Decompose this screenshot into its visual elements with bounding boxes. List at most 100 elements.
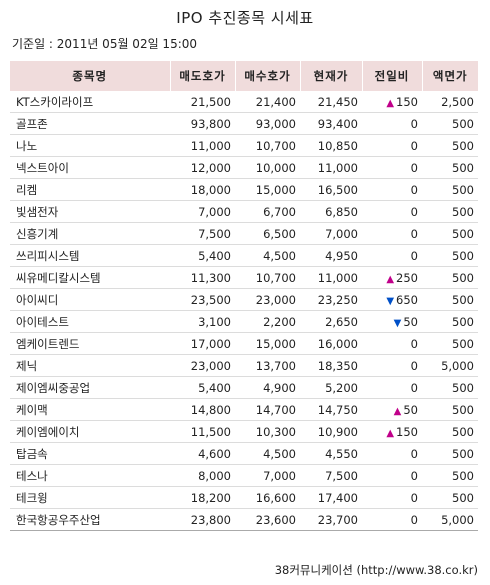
buy-price-cell: 10,700 [235,266,300,289]
buy-price-cell: 10,700 [235,134,300,157]
up-triangle-icon: ▲ [393,405,402,417]
par-value: 500 [452,160,474,175]
sell-price: 17,000 [190,336,231,351]
stock-name-cell: 씨유메디칼시스템 [10,266,170,289]
buy-price-cell: 10,300 [235,420,300,443]
sell-price: 4,600 [198,446,231,461]
par-value: 500 [452,424,474,439]
table-row: 탑금속 4,600 4,500 4,550 0 500 [10,442,478,465]
par-value-cell: 500 [422,266,478,289]
current-price: 10,850 [317,138,358,153]
sell-price-cell: 18,000 [170,178,235,201]
buy-price-cell: 23,600 [235,508,300,531]
buy-price-cell: 93,000 [235,112,300,135]
sell-price-cell: 7,500 [170,222,235,245]
buy-price-cell: 4,500 [235,442,300,465]
change-value: 250 [396,270,418,285]
sell-price-cell: 23,800 [170,508,235,531]
par-value: 2,500 [441,94,474,109]
sell-price: 23,500 [190,292,231,307]
par-value: 5,000 [441,512,474,527]
buy-price: 4,900 [263,380,296,395]
par-value: 500 [452,248,474,263]
buy-price: 93,000 [255,116,296,131]
change-value-cell: 0 [362,244,422,267]
buy-price: 2,200 [263,314,296,329]
table-row: 신흥기계 7,500 6,500 7,000 0 500 [10,222,478,245]
par-value: 500 [452,314,474,329]
stock-name-cell: 테크윙 [10,486,170,509]
sell-price: 23,000 [190,358,231,373]
current-price: 11,000 [317,270,358,285]
current-price-cell: 23,250 [300,288,362,311]
buy-price: 10,700 [255,138,296,153]
change-value: 0 [410,204,418,219]
table-row: 테크윙 18,200 16,600 17,400 0 500 [10,486,478,509]
stock-name: 테스나 [16,468,48,483]
change-value-cell: 0 [362,134,422,157]
header-change: 전일비 [362,61,423,91]
current-price: 4,550 [325,446,358,461]
stock-name: 제이엠씨중공업 [16,380,91,395]
sell-price-cell: 17,000 [170,332,235,355]
current-price: 5,200 [325,380,358,395]
change-value: 50 [403,402,418,417]
par-value-cell: 500 [422,376,478,399]
table-row: 나노 11,000 10,700 10,850 0 500 [10,134,478,157]
sell-price-cell: 23,500 [170,288,235,311]
current-price: 4,950 [325,248,358,263]
sell-price: 14,800 [190,402,231,417]
par-value-cell: 500 [422,332,478,355]
header-buy: 매수호가 [235,61,301,91]
current-price-cell: 17,400 [300,486,362,509]
table-row: 제닉 23,000 13,700 18,350 0 5,000 [10,354,478,377]
par-value-cell: 500 [422,398,478,421]
stock-name: 신흥기계 [16,226,59,241]
current-price: 23,700 [317,512,358,527]
sell-price-cell: 14,800 [170,398,235,421]
par-value-cell: 500 [422,200,478,223]
current-price-cell: 14,750 [300,398,362,421]
change-value: 0 [410,226,418,241]
change-value-cell: 0 [362,332,422,355]
buy-price-cell: 6,700 [235,200,300,223]
change-value: 0 [410,512,418,527]
current-price-cell: 7,000 [300,222,362,245]
table-row: 한국항공우주산업 23,800 23,600 23,700 0 5,000 [10,508,478,531]
par-value-cell: 5,000 [422,508,478,531]
par-value: 500 [452,402,474,417]
table-row: 테스나 8,000 7,000 7,500 0 500 [10,464,478,487]
buy-price: 10,000 [255,160,296,175]
sell-price: 11,000 [190,138,231,153]
sell-price-cell: 7,000 [170,200,235,223]
sell-price: 11,500 [190,424,231,439]
par-value-cell: 500 [422,420,478,443]
change-value-cell: 0 [362,442,422,465]
stock-name-cell: 케이엠에이치 [10,420,170,443]
table-row: 씨유메디칼시스템 11,300 10,700 11,000 ▲ 250 500 [10,266,478,289]
sell-price: 8,000 [198,468,231,483]
buy-price-cell: 21,400 [235,91,300,113]
sell-price-cell: 12,000 [170,156,235,179]
table-row: 케이엠에이치 11,500 10,300 10,900 ▲ 150 500 [10,420,478,443]
sell-price: 11,300 [190,270,231,285]
sell-price: 18,000 [190,182,231,197]
stock-name-cell: 빛샘전자 [10,200,170,223]
stock-name-cell: KT스카이라이프 [10,91,170,113]
par-value-cell: 2,500 [422,91,478,113]
par-value-cell: 500 [422,288,478,311]
sell-price-cell: 93,800 [170,112,235,135]
stock-name-cell: 케이맥 [10,398,170,421]
price-table: 종목명 매도호가 매수호가 현재가 전일비 액면가 KT스카이라이프 21,500… [10,61,478,531]
down-triangle-icon: ▼ [393,317,402,329]
table-row: 아이씨디 23,500 23,000 23,250 ▼ 650 500 [10,288,478,311]
table-row: 골프존 93,800 93,000 93,400 0 500 [10,112,478,135]
stock-name: KT스카이라이프 [16,94,94,109]
stock-name-cell: 신흥기계 [10,222,170,245]
change-value: 0 [410,138,418,153]
stock-name: 넥스트아이 [16,160,69,175]
buy-price-cell: 4,900 [235,376,300,399]
stock-name-cell: 엠케이트렌드 [10,332,170,355]
buy-price-cell: 7,000 [235,464,300,487]
sell-price-cell: 23,000 [170,354,235,377]
